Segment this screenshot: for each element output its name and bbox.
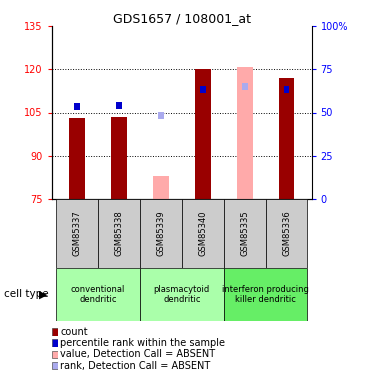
Bar (200, 86, 206, 93)
Bar (266, 199, 308, 268)
Bar (224, 268, 308, 321)
Text: GSM85337: GSM85337 (73, 211, 82, 256)
Text: percentile rank within the sample: percentile rank within the sample (60, 338, 225, 348)
Text: rank, Detection Call = ABSENT: rank, Detection Call = ABSENT (60, 361, 210, 370)
Bar (153, 176, 169, 199)
Bar (56, 199, 98, 268)
Bar (140, 199, 182, 268)
Text: plasmacytoid
dendritic: plasmacytoid dendritic (154, 285, 210, 304)
Text: cell type: cell type (4, 290, 48, 299)
Bar (111, 117, 127, 199)
Text: ▶: ▶ (39, 290, 47, 299)
Bar (237, 66, 253, 199)
Bar (182, 199, 224, 268)
Bar (283, 86, 289, 93)
Bar (140, 268, 224, 321)
Text: GSM85340: GSM85340 (198, 211, 207, 256)
Text: conventional
dendritic: conventional dendritic (71, 285, 125, 304)
Bar (158, 112, 164, 119)
Bar (69, 118, 85, 199)
Title: GDS1657 / 108001_at: GDS1657 / 108001_at (113, 12, 251, 25)
Bar (195, 69, 211, 199)
Text: GSM85336: GSM85336 (282, 211, 291, 256)
Bar (74, 103, 80, 110)
Text: GSM85339: GSM85339 (156, 211, 165, 256)
Text: interferon producing
killer dendritic: interferon producing killer dendritic (222, 285, 309, 304)
Bar (279, 78, 295, 199)
Text: count: count (60, 327, 88, 337)
Bar (98, 199, 140, 268)
Bar (56, 268, 140, 321)
Bar (116, 102, 122, 109)
Bar (224, 199, 266, 268)
Text: GSM85335: GSM85335 (240, 211, 249, 256)
Text: value, Detection Call = ABSENT: value, Detection Call = ABSENT (60, 350, 215, 359)
Text: GSM85338: GSM85338 (115, 211, 124, 256)
Bar (242, 83, 247, 90)
